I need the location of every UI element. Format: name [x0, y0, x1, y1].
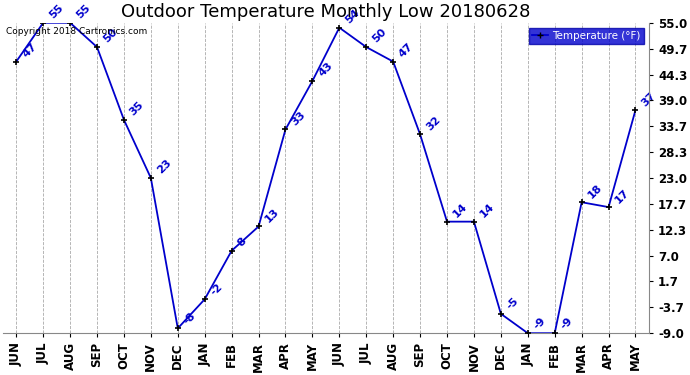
Text: 13: 13: [263, 206, 281, 224]
Text: 54: 54: [344, 8, 362, 26]
Text: 32: 32: [424, 114, 442, 132]
Text: 50: 50: [101, 27, 119, 45]
Text: 47: 47: [397, 41, 415, 59]
Text: Copyright 2018 Cartronics.com: Copyright 2018 Cartronics.com: [6, 27, 147, 36]
Text: -5: -5: [505, 296, 521, 312]
Text: -9: -9: [559, 315, 575, 331]
Text: 37: 37: [640, 90, 658, 108]
Text: 18: 18: [586, 182, 604, 200]
Text: -9: -9: [532, 315, 548, 331]
Text: 35: 35: [128, 100, 146, 118]
Legend: Temperature (°F): Temperature (°F): [529, 28, 644, 44]
Text: 47: 47: [21, 41, 39, 59]
Title: Outdoor Temperature Monthly Low 20180628: Outdoor Temperature Monthly Low 20180628: [121, 3, 531, 21]
Text: -8: -8: [182, 310, 198, 326]
Text: 55: 55: [75, 3, 92, 21]
Text: 14: 14: [478, 201, 496, 219]
Text: -2: -2: [209, 281, 225, 297]
Text: 17: 17: [613, 187, 631, 205]
Text: 50: 50: [371, 27, 388, 45]
Text: 43: 43: [317, 61, 335, 79]
Text: 33: 33: [290, 110, 308, 128]
Text: 8: 8: [236, 236, 248, 249]
Text: 55: 55: [48, 3, 65, 21]
Text: 14: 14: [451, 201, 469, 219]
Text: 23: 23: [155, 158, 173, 176]
